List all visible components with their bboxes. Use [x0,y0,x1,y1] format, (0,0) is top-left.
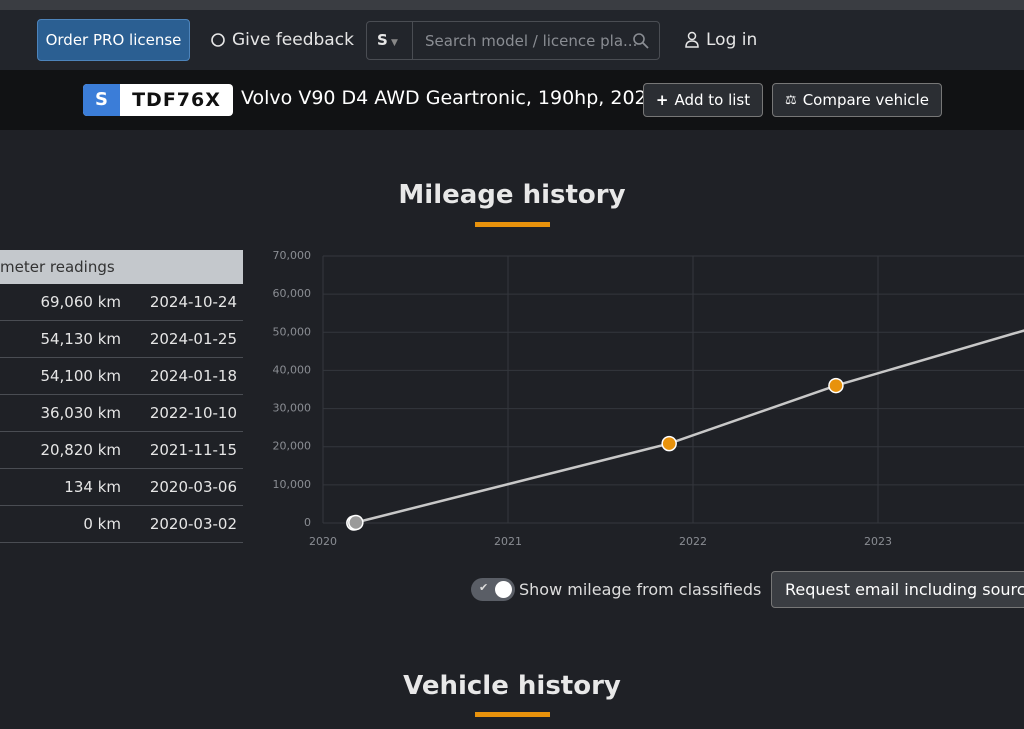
y-tick-label: 70,000 [273,249,312,262]
toggle-knob [495,581,512,598]
user-icon [685,31,699,48]
reading-date: 2020-03-06 [149,478,237,496]
table-row: 134 km 2020-03-06 [0,469,243,506]
y-tick-label: 0 [304,516,311,529]
table-row: 20,820 km 2021-11-15 [0,432,243,469]
x-tick-label: 2020 [309,535,337,548]
nav-bar: Order PRO license Give feedback S ▼ Sear… [0,10,1024,70]
compare-button[interactable]: ⚖ Compare vehicle [772,83,942,117]
reading-km: 69,060 km [40,293,121,311]
x-tick-label: 2022 [679,535,707,548]
toggle-switch[interactable]: ✔ [471,578,515,601]
x-tick-label: 2023 [864,535,892,548]
reading-date: 2020-03-02 [149,515,237,533]
table-header: meter readings [0,250,243,284]
add-to-list-button[interactable]: + Add to list [643,83,763,117]
search-group: S ▼ Search model / licence pla... [366,21,660,60]
compare-text: Compare vehicle [802,91,929,109]
top-strip [0,0,1024,10]
y-tick-label: 60,000 [273,287,312,300]
toggle-label: Show mileage from classifieds [519,580,762,599]
y-tick-label: 20,000 [273,440,312,453]
reading-date: 2022-10-10 [149,404,237,422]
chart: 0 10,000 20,000 30,000 40,000 50,000 60,000 70,… [273,249,1024,548]
y-tick-label: 40,000 [273,363,312,376]
search-input[interactable]: Search model / licence pla... [425,32,638,50]
login-link[interactable]: Log in [706,30,758,50]
vehicle-title: Volvo V90 D4 AWD Geartronic, 190hp, 2020 [241,87,659,109]
pro-button[interactable]: Order PRO license [37,19,190,61]
reading-date: 2024-10-24 [149,293,237,311]
reading-date: 2024-01-25 [149,330,237,348]
mileage-heading: Mileage history [398,180,626,210]
y-tick-label: 30,000 [273,402,312,415]
reading-km: 36,030 km [40,404,121,422]
reading-point [828,377,844,394]
country-select[interactable]: S ▼ [367,22,413,59]
heading-underline [475,712,550,717]
heading-underline [475,222,550,227]
plate-number: TDF76X [132,89,221,111]
reading-km: 0 km [83,515,121,533]
table-row: 54,100 km 2024-01-18 [0,358,243,395]
feedback-link[interactable]: Give feedback [232,30,354,50]
table-row: 36,030 km 2022-10-10 [0,395,243,432]
reading-km: 20,820 km [40,441,121,459]
vehicle-bar: S TDF76X Volvo V90 D4 AWD Geartronic, 19… [0,70,1024,130]
reading-point [348,514,364,531]
search-icon [633,33,649,49]
reading-point [661,435,677,452]
plate-country: S [83,84,120,116]
reading-date: 2024-01-18 [149,367,237,385]
table-row: 54,130 km 2024-01-25 [0,321,243,358]
add-text: Add to list [674,91,751,109]
toggle-check: ✔ [479,581,489,594]
feedback-icon [211,33,225,47]
table-row: 0 km 2020-03-02 [0,506,243,543]
y-tick-label: 50,000 [273,325,312,338]
x-tick-label: 2021 [494,535,522,548]
vehicle-history-heading: Vehicle history [403,671,621,701]
reading-km: 54,100 km [40,367,121,385]
y-tick-label: 10,000 [273,478,312,491]
mileage-line [353,329,1024,525]
country-text: S [377,31,388,49]
reading-date: 2021-11-15 [149,441,237,459]
reading-km: 134 km [64,478,121,496]
license-plate: S TDF76X [83,84,233,116]
request-button[interactable]: Request email including source m [771,571,1024,608]
table-row: 69,060 km 2024-10-24 [0,284,243,321]
reading-km: 54,130 km [40,330,121,348]
